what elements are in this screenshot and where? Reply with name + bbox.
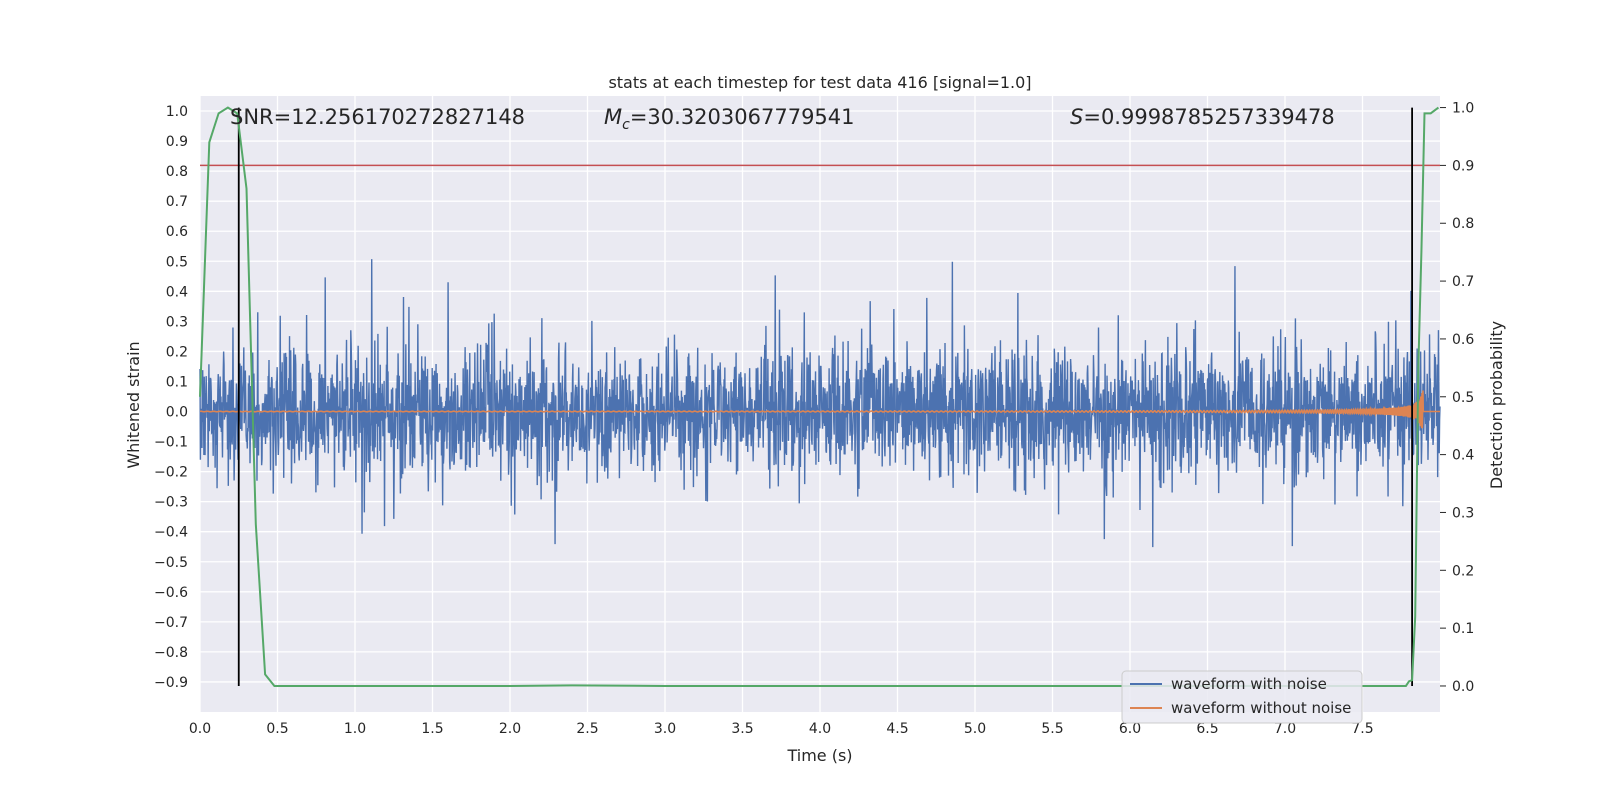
y2-tick-label-9: 0.1: [1452, 621, 1474, 637]
x-tick-label-3: 1.5: [421, 721, 443, 737]
y-axis-label: Whitened strain: [124, 341, 143, 468]
y-tick-label-4: 0.6: [166, 224, 188, 240]
y-tick-label-11: −0.1: [154, 435, 188, 451]
y-tick-label-5: 0.5: [166, 254, 188, 270]
x-tick-label-1: 0.5: [266, 721, 288, 737]
y-tick-label-9: 0.1: [166, 374, 188, 390]
y-tick-label-3: 0.7: [166, 194, 188, 210]
x-tick-label-15: 7.5: [1351, 721, 1373, 737]
y-tick-label-16: −0.6: [154, 585, 188, 601]
legend-label-clean: waveform without noise: [1171, 699, 1351, 717]
y-tick-label-15: −0.5: [154, 555, 188, 571]
reference-lines: [200, 107, 1440, 686]
x-tick-label-11: 5.5: [1041, 721, 1063, 737]
y-tick-label-13: −0.3: [154, 495, 188, 511]
x-tick-label-5: 2.5: [576, 721, 598, 737]
y-tick-label-10: 0.0: [166, 405, 188, 421]
x-tick-label-2: 1.0: [344, 721, 366, 737]
x-tick-label-14: 7.0: [1274, 721, 1296, 737]
y2-tick-label-0: 1.0: [1452, 101, 1474, 117]
y-tick-label-14: −0.4: [154, 525, 188, 541]
y2-tick-label-5: 0.5: [1452, 390, 1474, 406]
x-tick-label-8: 4.0: [809, 721, 831, 737]
y-tick-label-18: −0.8: [154, 645, 188, 661]
y-tick-labels: 1.0 0.9 0.8 0.7 0.6 0.5 0.4 0.3 0.2 0.1 0.0 −0.1 −0.…: [154, 104, 188, 691]
x-tick-label-10: 5.0: [964, 721, 986, 737]
legend-label-noise: waveform with noise: [1171, 675, 1327, 693]
y-tick-label-19: −0.9: [154, 675, 188, 691]
y2-tick-label-2: 0.8: [1452, 216, 1474, 232]
legend: waveform with noise waveform without noi…: [1121, 670, 1363, 724]
y2-tick-label-4: 0.6: [1452, 332, 1474, 348]
x-tick-label-9: 4.5: [886, 721, 908, 737]
chirp-mass-annotation: Mc=30.3203067779541: [604, 105, 855, 133]
y-tick-label-0: 1.0: [166, 104, 188, 120]
y2-tick-label-3: 0.7: [1452, 274, 1474, 290]
x-tick-label-6: 3.0: [654, 721, 676, 737]
x-tick-label-7: 3.5: [731, 721, 753, 737]
y2-tick-labels: 1.0 0.9 0.8 0.7 0.6 0.5 0.4 0.3 0.2 0.1 0.0: [1440, 101, 1474, 695]
y2-tick-label-6: 0.4: [1452, 448, 1474, 464]
y-tick-label-12: −0.2: [154, 465, 188, 481]
clean-waveform-line: [199, 390, 1440, 429]
x-tick-label-4: 2.0: [499, 721, 521, 737]
y-tick-label-2: 0.8: [166, 164, 188, 180]
series-detection-probability: [199, 106, 1440, 687]
chart-title: stats at each timestep for test data 416…: [608, 73, 1031, 92]
y-tick-label-6: 0.4: [166, 284, 188, 300]
y-tick-label-17: −0.7: [154, 615, 188, 631]
y-tick-label-1: 0.9: [166, 134, 188, 150]
snr-annotation: SNR=12.256170272827148: [230, 105, 525, 129]
y2-tick-label-1: 0.9: [1452, 158, 1474, 174]
y2-tick-label-8: 0.2: [1452, 563, 1474, 579]
detection-probability-line: [199, 106, 1440, 687]
x-tick-labels: 0.0 0.5 1.0 1.5 2.0 2.5 3.0 3.5 4.0 4.5 5.0 5.5 6.0 6…: [189, 721, 1374, 737]
y2-tick-label-7: 0.3: [1452, 505, 1474, 521]
legend-box: [1121, 670, 1363, 724]
x-tick-label-13: 6.5: [1196, 721, 1218, 737]
x-axis-label: Time (s): [786, 746, 852, 765]
y2-tick-label-10: 0.0: [1452, 679, 1474, 695]
s-annotation: S=0.9998785257339478: [1070, 105, 1335, 129]
y2-axis-label: Detection probability: [1487, 321, 1506, 489]
grid-lines: [199, 96, 1440, 712]
series-waveform-without-noise: [199, 390, 1440, 429]
y-tick-label-7: 0.3: [166, 314, 188, 330]
x-tick-label-0: 0.0: [189, 721, 211, 737]
y-tick-label-8: 0.2: [166, 344, 188, 360]
x-tick-label-12: 6.0: [1119, 721, 1141, 737]
